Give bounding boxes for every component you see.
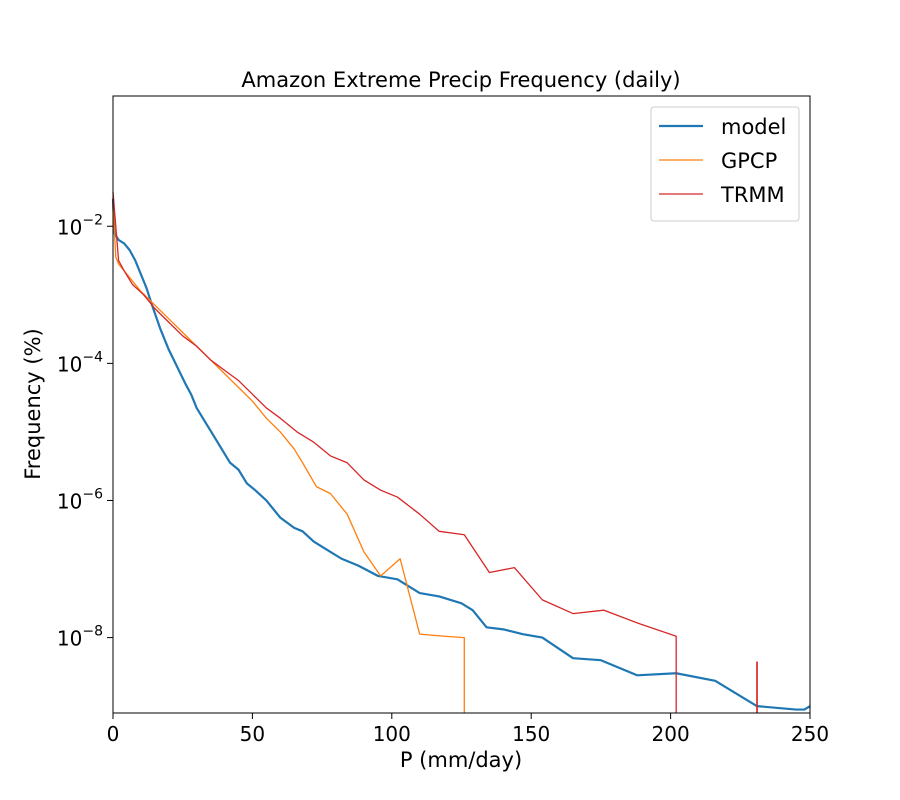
series-line-gpcp (112, 205, 465, 713)
x-axis-label: P (mm/day) (400, 748, 522, 772)
y-axis-label: Frequency (%) (21, 328, 45, 480)
y-tick-exponent: −8 (82, 624, 103, 640)
plot-frame (112, 95, 811, 714)
y-tick-base: 10 (57, 489, 82, 513)
y-tick-exponent: −2 (82, 212, 103, 228)
y-tick-exponent: −4 (82, 349, 103, 365)
x-tick-label: 50 (240, 722, 265, 746)
y-axis-ticks: 10−210−410−610−8 (57, 212, 113, 651)
y-tick-label: 10−8 (57, 624, 103, 651)
x-tick-label: 0 (107, 722, 120, 746)
series-line-trmm (112, 191, 677, 713)
legend-label-trmm: TRMM (720, 183, 785, 207)
y-tick-base: 10 (57, 627, 82, 651)
x-tick-label: 100 (373, 722, 411, 746)
legend-label-model: model (721, 115, 786, 139)
x-tick-label: 250 (791, 722, 829, 746)
y-tick-label: 10−6 (57, 486, 103, 513)
x-axis-ticks: 0 50 100 150 200 250 (107, 713, 829, 746)
y-tick-base: 10 (57, 215, 82, 239)
plot-lines (111, 191, 811, 713)
y-tick-label: 10−4 (57, 349, 103, 376)
legend-box (650, 106, 800, 222)
series-line-model (111, 198, 811, 711)
y-tick-base: 10 (57, 352, 82, 376)
chart-title: Amazon Extreme Precip Frequency (daily) (241, 68, 680, 92)
legend: model GPCP TRMM (650, 106, 800, 222)
y-tick-exponent: −6 (82, 486, 103, 502)
legend-label-gpcp: GPCP (721, 149, 777, 173)
x-tick-label: 200 (652, 722, 690, 746)
x-tick-label: 150 (512, 722, 550, 746)
y-tick-label: 10−2 (57, 212, 103, 239)
